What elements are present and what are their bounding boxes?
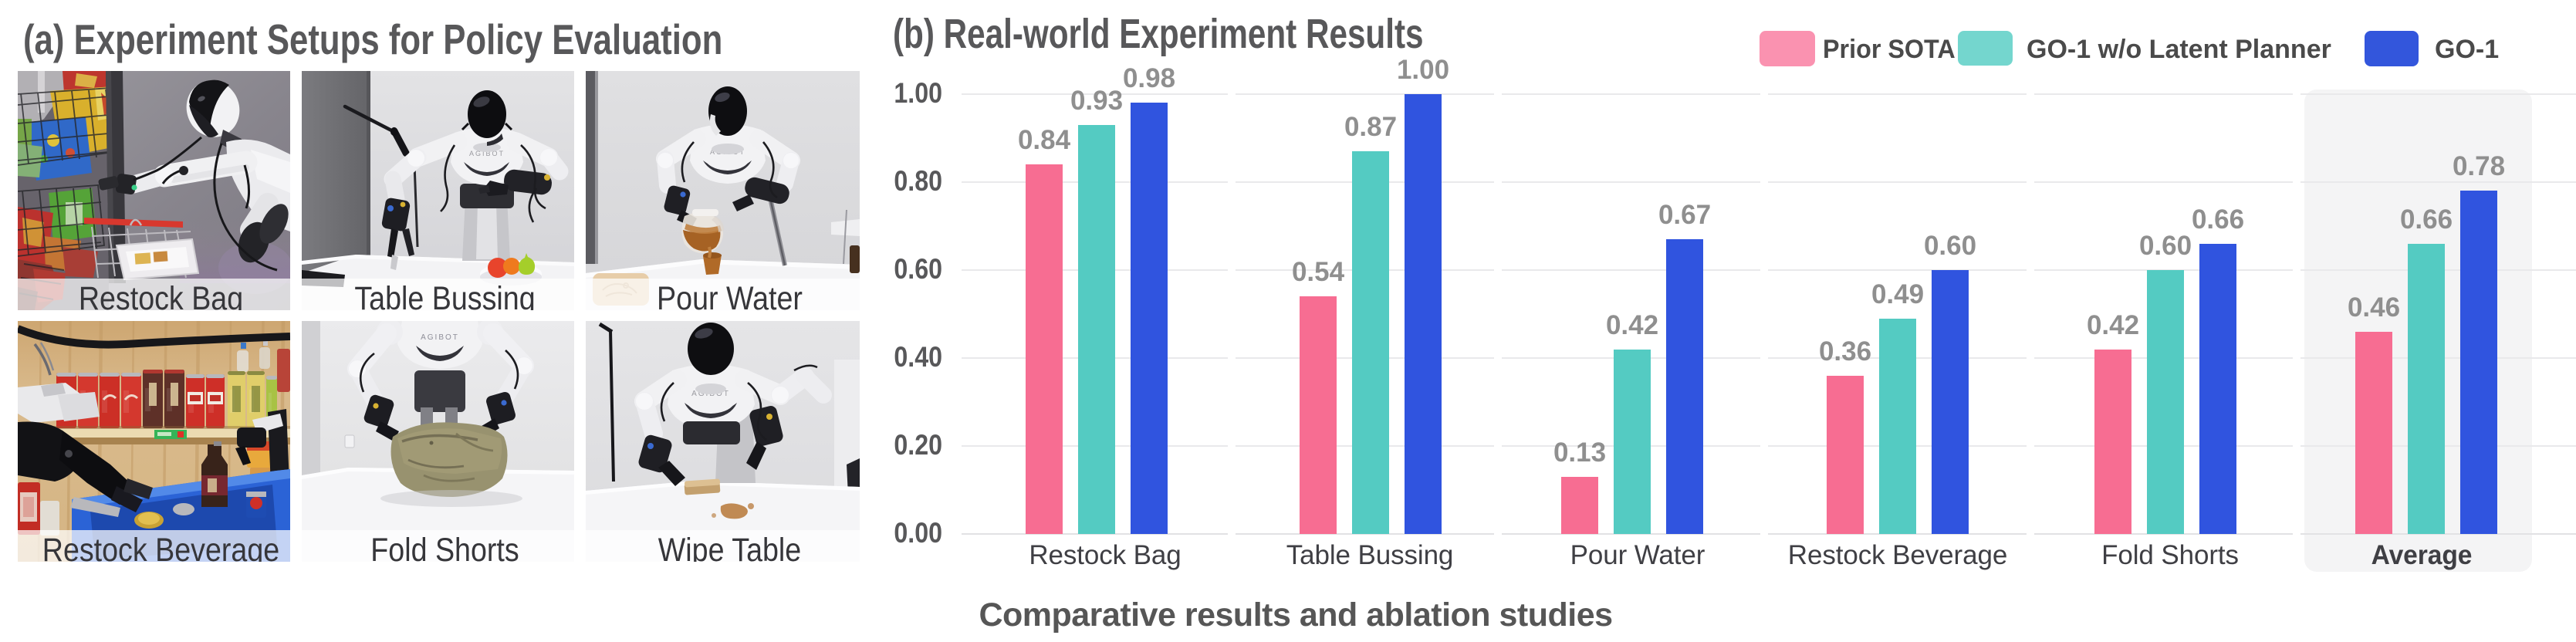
svg-text:AGIBOT: AGIBOT: [469, 150, 505, 157]
svg-text:AGIBOT: AGIBOT: [421, 333, 459, 342]
